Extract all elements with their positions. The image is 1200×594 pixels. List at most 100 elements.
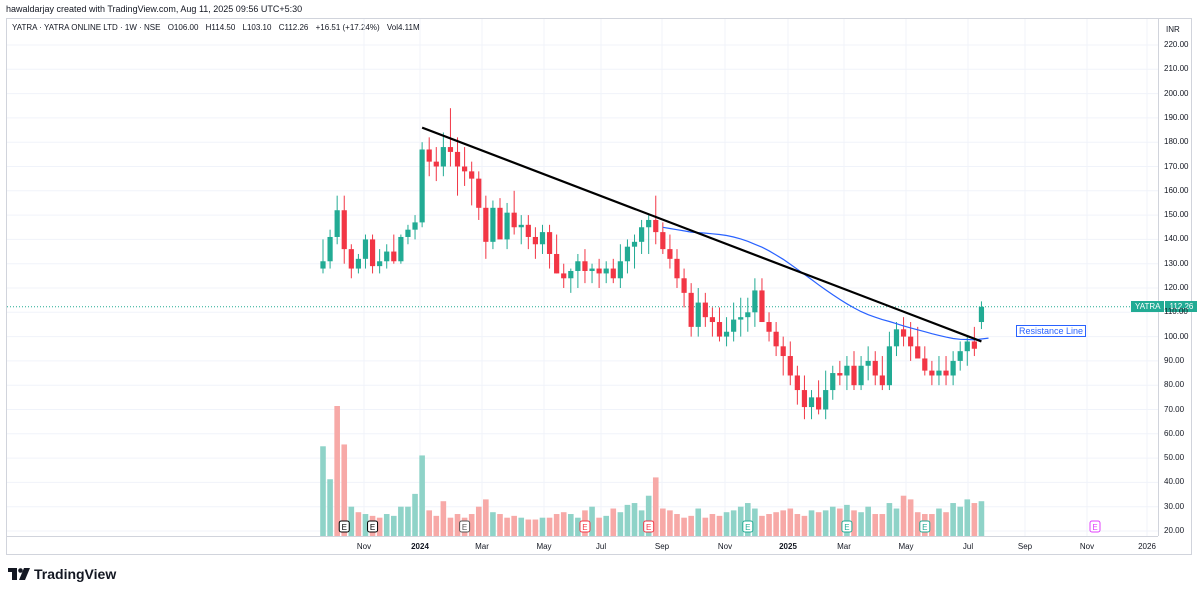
candle-body	[879, 375, 885, 386]
earnings-marker: E	[1089, 520, 1101, 533]
x-tick-label: Mar	[475, 542, 489, 551]
last-price-value: 112.26	[1164, 301, 1197, 312]
volume-bar	[624, 504, 631, 536]
candle-body	[716, 322, 723, 337]
y-tick-label: 180.00	[1164, 137, 1189, 147]
volume-bar	[745, 503, 751, 536]
x-tick-label: Mar	[837, 542, 851, 551]
y-tick-label: 190.00	[1164, 112, 1189, 122]
volume-bar	[695, 508, 702, 536]
earnings-marker: E	[459, 520, 471, 533]
candle-body	[794, 375, 800, 391]
y-tick-label: 70.00	[1164, 404, 1185, 414]
volume-bar	[893, 508, 900, 536]
candle-body	[391, 251, 397, 262]
volume-bar	[334, 406, 340, 536]
x-tick-label: 2025	[779, 542, 797, 551]
candle-body	[971, 341, 977, 349]
volume-bar	[362, 514, 369, 536]
y-tick-label: 140.00	[1164, 234, 1189, 244]
candle-body	[532, 236, 538, 245]
y-tick-label: 50.00	[1164, 453, 1185, 463]
volume-bar	[631, 503, 638, 536]
candle-body	[355, 258, 361, 269]
volume-bar	[886, 503, 893, 536]
candle-body	[454, 151, 461, 167]
symbol-legend[interactable]: YATRA · YATRA ONLINE LTD · 1W · NSE O106…	[12, 23, 425, 32]
volume-bar	[950, 503, 956, 536]
candle-body	[844, 365, 850, 376]
resistance-line-label[interactable]: Resistance Line	[1016, 325, 1087, 337]
earnings-marker: E	[643, 520, 655, 533]
candle-body	[525, 224, 531, 237]
volume-bar	[929, 514, 935, 536]
volume-bar	[815, 512, 822, 536]
volume-bar	[433, 515, 440, 536]
volume-bar	[971, 503, 978, 536]
candle-body	[384, 251, 390, 262]
volume-bar	[405, 506, 411, 536]
candle-body	[766, 322, 772, 332]
chart-frame	[6, 18, 1192, 555]
candle-body	[546, 232, 553, 254]
volume-bar	[568, 514, 574, 536]
volume-bar	[660, 508, 666, 536]
currency-label[interactable]: INR	[1166, 25, 1180, 34]
legend-symbol: YATRA · YATRA ONLINE LTD · 1W · NSE	[12, 23, 161, 32]
volume-bar	[943, 512, 949, 536]
volume-bar	[801, 515, 808, 536]
volume-bar	[412, 493, 418, 536]
volume-bar	[737, 506, 744, 536]
volume-bar	[957, 506, 963, 536]
volume-bar	[539, 517, 546, 536]
volume-bar	[759, 515, 765, 536]
y-tick-label: 80.00	[1164, 380, 1185, 390]
tradingview-logo-text: TradingView	[34, 566, 117, 582]
volume-bar	[709, 514, 716, 536]
volume-bar	[865, 506, 871, 536]
candle-body	[412, 222, 418, 230]
candle-body	[582, 261, 588, 271]
volume-bar	[511, 515, 517, 536]
candle-body	[936, 370, 942, 376]
volume-bar	[829, 506, 836, 536]
svg-text:E: E	[582, 523, 587, 532]
candle-body	[398, 236, 404, 262]
candle-body	[327, 236, 333, 262]
svg-text:E: E	[342, 523, 347, 532]
candle-body	[851, 365, 857, 386]
volume-bar	[426, 510, 432, 536]
volume-bar	[667, 510, 673, 536]
candle-body	[483, 207, 489, 242]
volume-bar	[766, 514, 772, 536]
candle-body	[929, 370, 935, 376]
candle-body	[426, 149, 432, 162]
candle-body	[858, 365, 864, 386]
candle-body	[561, 273, 567, 279]
volume-bar	[504, 517, 510, 536]
volume-bar	[794, 514, 801, 536]
volume-bar	[688, 515, 694, 536]
last-price-badge: YATRA 112.26	[1131, 301, 1198, 312]
candle-body	[752, 290, 758, 313]
legend-change: +16.51 (+17.24%)	[315, 23, 380, 32]
price-axis-divider	[1158, 19, 1159, 536]
resistance-trend-line	[421, 126, 982, 343]
candle-body	[893, 329, 900, 347]
candle-body	[362, 239, 369, 259]
svg-text:E: E	[922, 523, 927, 532]
volume-bar	[490, 512, 496, 536]
candle-body	[469, 171, 475, 179]
candle-body	[978, 306, 985, 323]
volume-bar	[900, 495, 907, 536]
svg-text:E: E	[745, 523, 750, 532]
volume-bar	[610, 508, 617, 536]
legend-low: L103.10	[242, 23, 272, 32]
volume-bar	[978, 501, 985, 536]
volume-bar	[589, 506, 595, 536]
tradingview-logo[interactable]: TradingView	[8, 566, 116, 582]
moving-average-line	[662, 226, 989, 341]
candle-body	[674, 258, 680, 279]
candle-body	[830, 373, 836, 391]
